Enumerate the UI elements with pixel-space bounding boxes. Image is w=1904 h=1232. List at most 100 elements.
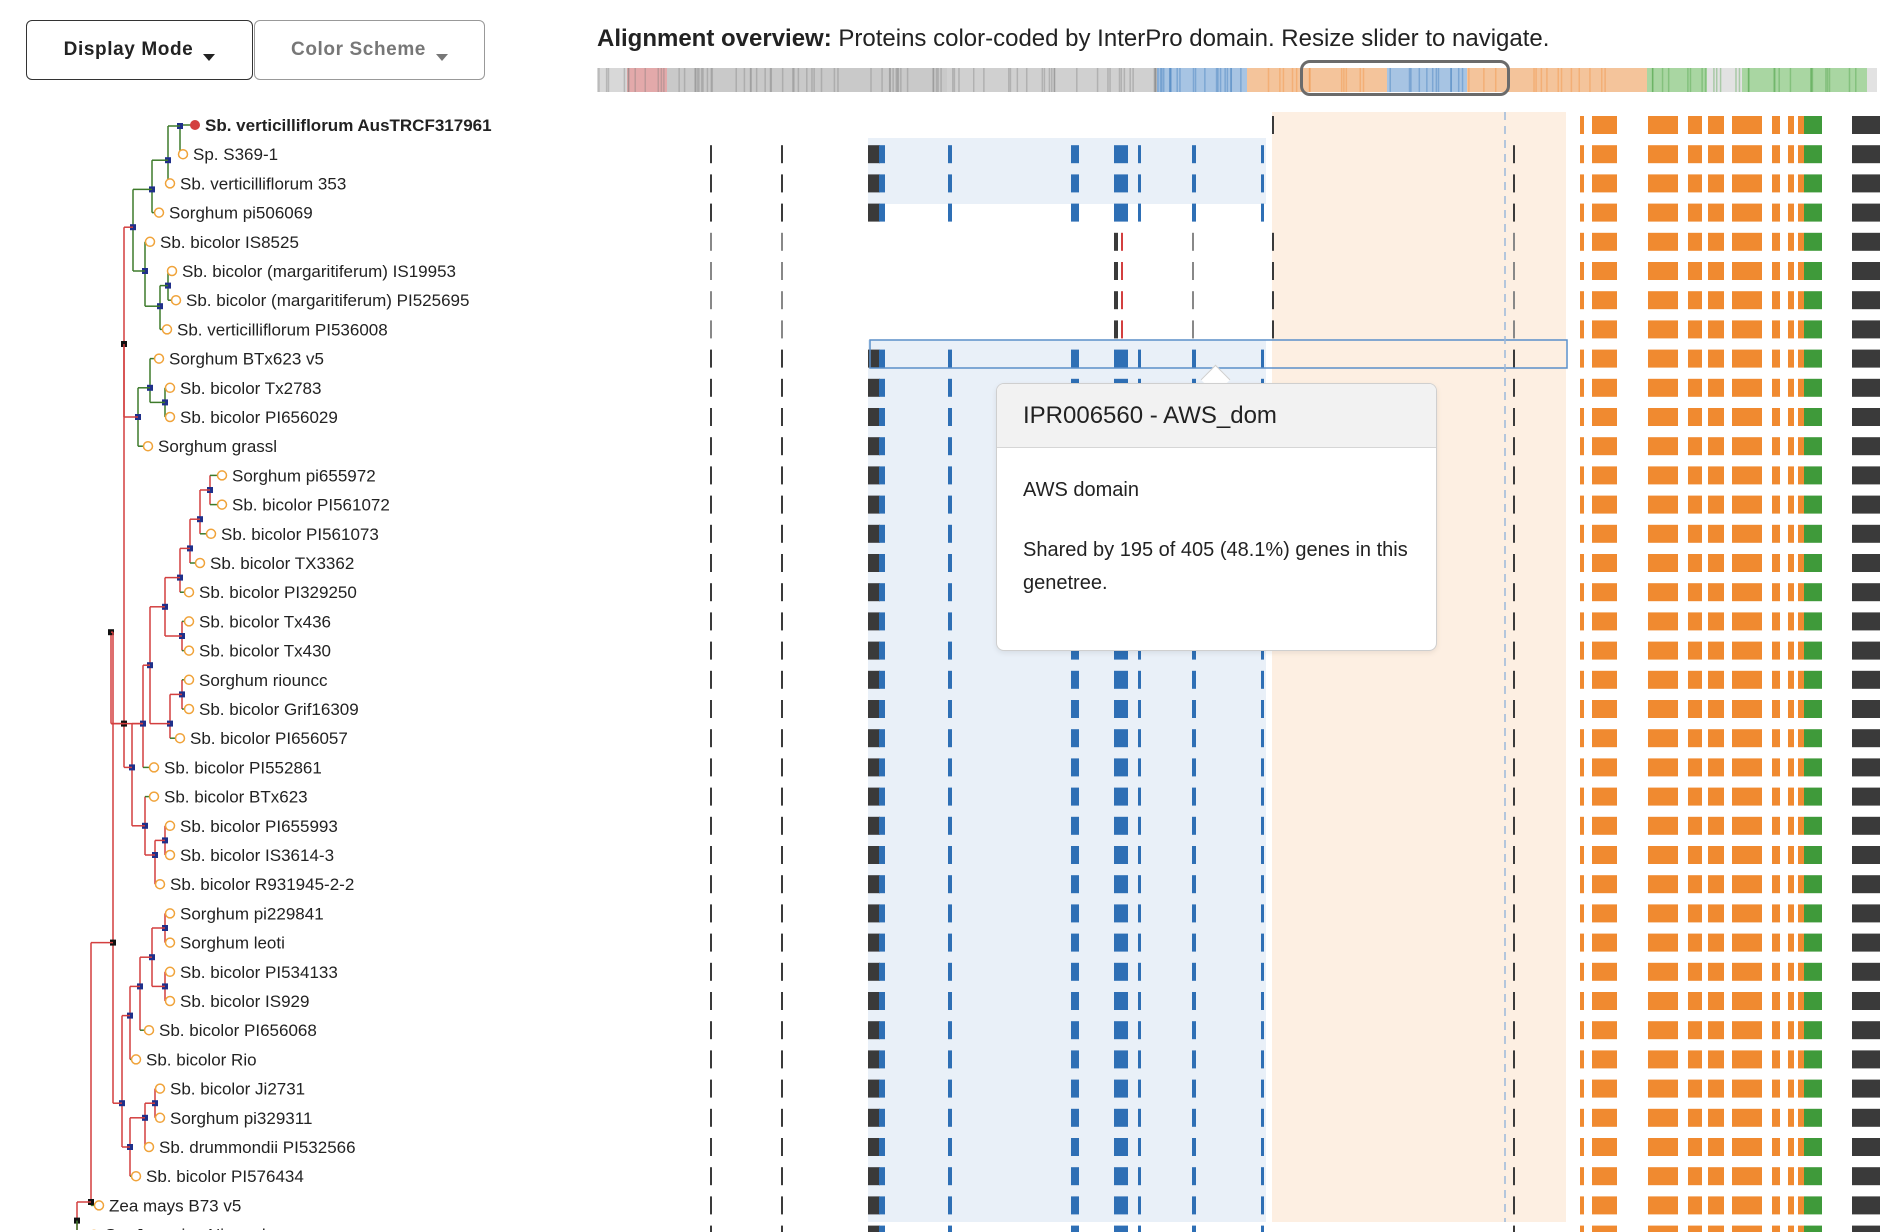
orange-domain-mark [1648,875,1678,894]
overview-tick [1426,68,1428,92]
alignment-mark [1513,787,1515,806]
leaf-marker [183,616,195,627]
aws-domain-mark [1071,933,1079,952]
aws-domain-mark [868,554,880,572]
caret-down-icon [203,53,216,61]
green-domain-mark [1804,1167,1822,1186]
orange-domain-mark [1798,116,1804,134]
orange-domain-mark [1732,116,1762,134]
overview-tick [627,68,630,92]
alignment-mark [1513,962,1515,981]
orange-domain-mark [1798,904,1804,923]
aws-domain-mark [868,408,880,426]
orange-domain-mark [1580,1196,1584,1215]
overview-tick [870,68,872,92]
overview-tick [837,68,839,92]
overview-tick [833,68,836,92]
orange-domain-mark [1788,524,1794,543]
orange-domain-mark [1708,992,1724,1010]
green-domain-mark [1804,495,1822,514]
orange-domain-mark [1788,962,1794,981]
overview-tick [792,68,794,92]
overview-tick [1154,68,1156,92]
orange-domain-mark [1688,262,1702,280]
leaf-label: Sorghum pi229841 [180,904,324,923]
alignment-mark [1852,962,1880,981]
aws-domain-mark [1114,1225,1128,1232]
orange-domain-mark [1772,495,1780,514]
orange-domain-mark [1788,846,1794,864]
aws-domain-mark [948,524,952,543]
aws-domain-mark [1071,962,1079,981]
orange-domain-mark [1772,787,1780,806]
orange-domain-mark [1788,262,1794,280]
orange-domain-mark [1788,816,1794,835]
alignment-mark [1852,1167,1880,1186]
alignment-mark [781,670,783,689]
aws-domain-mark [868,524,880,543]
orange-domain-mark [1798,583,1804,602]
orange-domain-mark [1798,174,1804,193]
aws-domain-mark [948,1225,952,1232]
green-domain-mark [1804,1196,1822,1215]
display-mode-button[interactable]: Display Mode [26,20,253,80]
orange-domain-mark [1788,729,1794,748]
green-domain-mark [1804,816,1822,835]
overview-slider[interactable] [1300,60,1510,96]
overview-tick [972,68,975,92]
alignment-view[interactable] [600,100,1904,1232]
aws-domain-mark [868,145,880,164]
orange-domain-mark [1580,846,1584,864]
aws-domain-mark [868,495,880,514]
alignment-mark [1513,846,1515,864]
aws-domain-mark [948,729,952,748]
aws-domain-mark [948,787,952,806]
aws-domain-mark [1138,787,1141,806]
alignment-mark [710,349,712,368]
leaf-marker [153,353,165,364]
aws-domain-mark [868,1079,880,1098]
alignment-mark [781,1196,783,1215]
orange-domain-mark [1772,1196,1780,1215]
orange-domain-mark [1788,408,1794,426]
overview-tick [1661,68,1664,92]
alignment-mark [1852,378,1880,397]
aws-domain-mark [879,203,885,222]
alignment-mark [781,349,783,368]
orange-domain-mark [1688,495,1702,514]
aws-domain-mark [879,1079,885,1098]
orange-domain-mark [1648,641,1678,660]
orange-domain-mark [1798,349,1804,368]
orange-domain-mark [1772,816,1780,835]
orange-domain-mark [1772,670,1780,689]
orange-domain-mark [1648,1225,1678,1232]
alignment-mark [1513,232,1515,251]
orange-domain-mark [1580,787,1584,806]
orange-domain-mark [1798,320,1804,339]
orange-domain-mark [1592,583,1617,602]
leaf-marker [164,908,176,919]
overview-tick [1159,68,1162,92]
alignment-mark [1513,203,1515,222]
aws-domain-mark [1114,700,1128,718]
alignment-overview-bar[interactable] [597,68,1877,92]
aws-domain-mark [1071,145,1079,164]
aws-domain-mark [868,962,880,981]
orange-domain-mark [1732,583,1762,602]
aws-domain-mark [868,670,880,689]
leaf-marker [177,148,189,160]
color-scheme-button[interactable]: Color Scheme [254,20,485,80]
orange-domain-mark [1798,1196,1804,1215]
overview-tick [1855,68,1857,92]
overview-tick [1359,68,1361,92]
alignment-mark [1513,612,1515,631]
alignment-mark [1513,904,1515,923]
overview-tick [1778,68,1780,92]
orange-domain-mark [1592,554,1617,572]
orange-domain-mark [1648,583,1678,602]
orange-domain-mark [1648,787,1678,806]
alignment-mark [710,816,712,835]
orange-domain-mark [1592,700,1617,718]
aws-domain-mark [868,174,880,193]
aws-domain-mark [948,203,952,222]
